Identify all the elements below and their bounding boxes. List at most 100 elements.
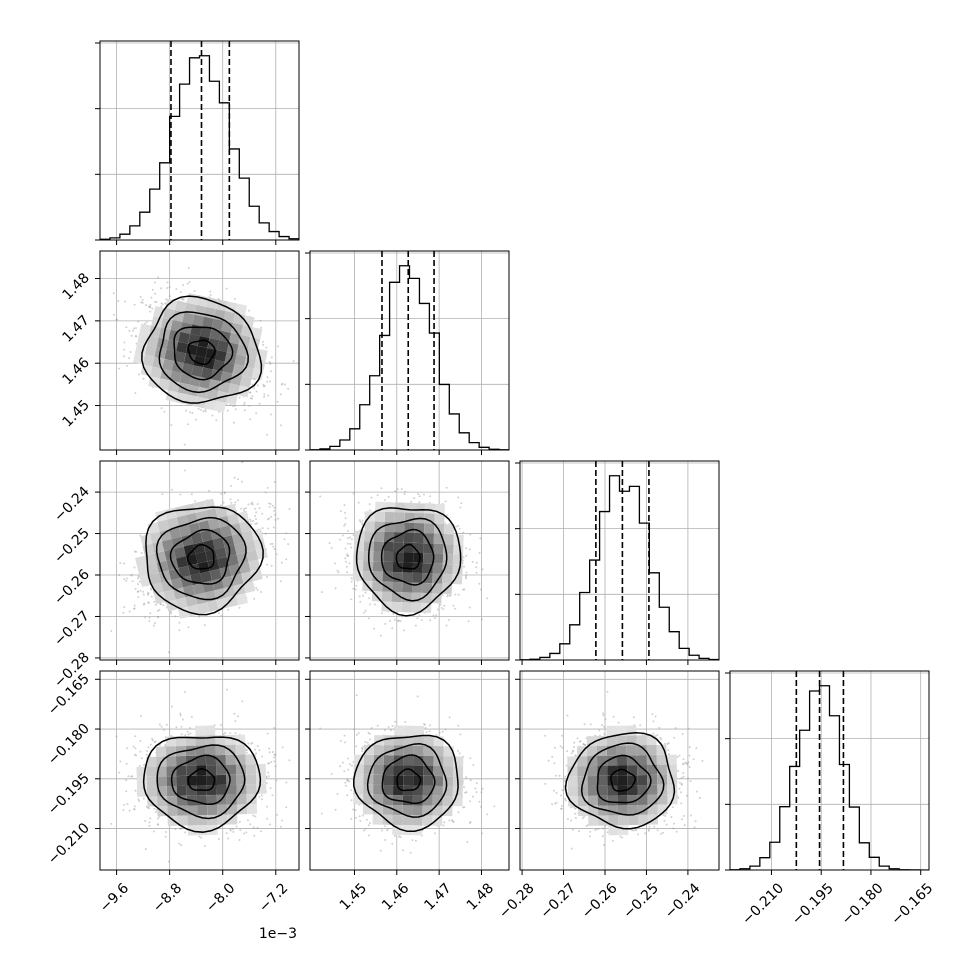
scatter-point — [418, 501, 421, 504]
scatter-point — [138, 373, 140, 376]
scatter-point — [266, 563, 269, 566]
density-cell — [144, 344, 157, 357]
scatter-point — [267, 518, 269, 521]
scatter-point — [250, 502, 253, 505]
scatter-point — [448, 594, 451, 597]
scatter-point — [249, 518, 252, 521]
scatter-point — [277, 517, 280, 520]
density-cell — [191, 365, 204, 378]
scatter-point — [345, 560, 347, 563]
scatter-point — [256, 384, 259, 387]
panel-frame — [309, 250, 510, 451]
scatter-point — [445, 486, 448, 489]
histogram-bars — [100, 55, 299, 240]
scatter-point — [441, 594, 444, 596]
scatter-point — [147, 591, 150, 594]
scatter-point — [222, 501, 225, 504]
scatter-point — [149, 303, 152, 306]
density-cell — [179, 372, 192, 385]
scatter-point — [418, 495, 421, 498]
density-cell — [452, 554, 464, 565]
density-cell — [392, 562, 404, 573]
scatter-point — [189, 411, 192, 414]
density-cell — [424, 513, 435, 524]
density-cell — [382, 571, 393, 582]
density-cell — [169, 370, 182, 383]
scatter-point — [463, 588, 466, 591]
scatter-point — [241, 480, 243, 483]
density-cell — [362, 560, 374, 572]
scatter-point — [148, 305, 151, 308]
contour-line-1 — [158, 311, 249, 394]
scatter-point — [147, 601, 150, 604]
scatter-point — [161, 493, 164, 496]
scatter-point — [234, 501, 237, 504]
scatter-point — [270, 564, 273, 567]
scatter-point — [457, 593, 460, 596]
density-cell — [373, 541, 384, 552]
scatter-point — [475, 561, 478, 564]
scatter-point — [123, 578, 126, 581]
scatter-point — [238, 396, 241, 399]
scatter-point — [251, 395, 254, 398]
density-cell — [153, 306, 166, 318]
density-cell — [163, 589, 176, 602]
scatter-point — [150, 595, 153, 598]
scatter-point — [266, 380, 269, 383]
density-cell — [207, 518, 220, 530]
scatter-point — [359, 521, 362, 523]
scatter-point — [442, 608, 445, 611]
scatter-point — [142, 593, 145, 596]
scatter-point — [320, 591, 323, 594]
scatter-point — [444, 500, 447, 503]
scatter-point — [237, 478, 239, 481]
scatter-point — [423, 493, 425, 496]
scatter-point — [139, 534, 142, 537]
scatter-point — [112, 292, 115, 295]
scatter-point — [285, 532, 288, 535]
scatter-point — [348, 562, 351, 565]
scatter-point — [343, 524, 346, 527]
density-cell — [171, 577, 183, 590]
density-cell — [452, 574, 463, 585]
scatter-point — [215, 419, 218, 422]
scatter-point — [181, 297, 184, 300]
scatter-point — [139, 589, 142, 592]
scatter-point — [465, 577, 467, 580]
scatter-point — [458, 527, 461, 530]
scatter-point — [368, 503, 371, 506]
scatter-point — [260, 326, 263, 329]
scatter-point — [268, 502, 271, 505]
density-cell — [225, 301, 238, 314]
scatter-point — [465, 547, 467, 550]
scatter-point — [274, 518, 277, 521]
density-cell — [248, 336, 261, 349]
scatter-point — [288, 508, 291, 510]
scatter-point — [164, 302, 167, 305]
scatter-point — [457, 446, 459, 448]
scatter-point — [154, 292, 157, 295]
scatter-point — [223, 491, 226, 494]
scatter-point — [392, 613, 395, 615]
density-cell — [137, 565, 150, 578]
panel-frame — [99, 250, 300, 451]
scatter-panel-2-0: −0.28−0.27−0.26−0.25−0.24 — [51, 460, 300, 691]
scatter-point — [265, 346, 268, 349]
scatter-point — [417, 493, 420, 496]
scatter-point — [283, 383, 286, 386]
density-cell — [453, 544, 464, 555]
scatter-point — [418, 614, 421, 617]
scatter-point — [163, 410, 166, 413]
density-cell — [215, 505, 228, 518]
density-cell — [190, 324, 202, 337]
scatter-point — [123, 606, 126, 609]
scatter-point — [193, 290, 196, 292]
scatter-point — [449, 594, 452, 597]
density-cell — [242, 315, 255, 328]
scatter-point — [397, 619, 399, 622]
scatter-point — [400, 488, 403, 491]
scatter-point — [262, 385, 265, 388]
y-tick-label: 1.46 — [59, 355, 92, 388]
density-cell — [178, 331, 191, 344]
